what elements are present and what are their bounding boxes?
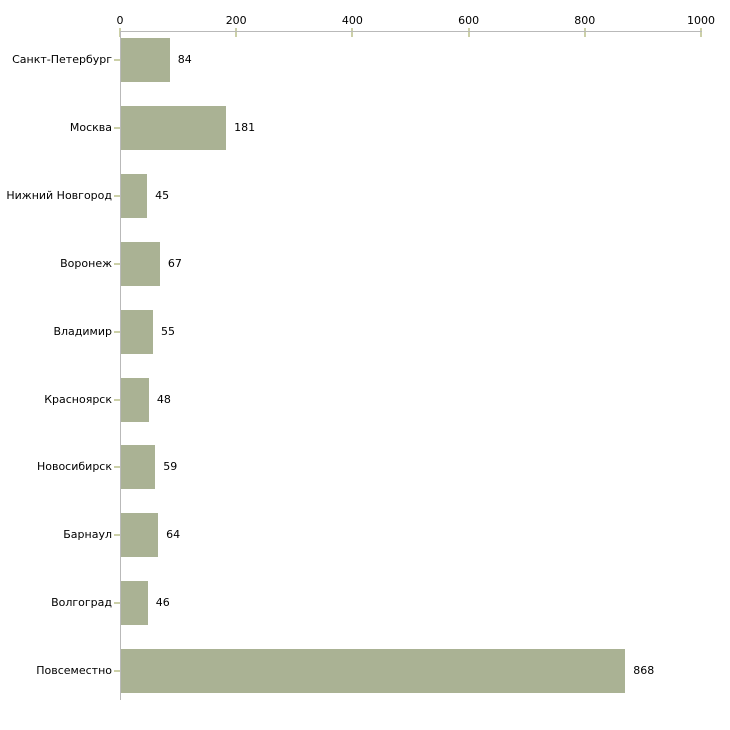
y-axis-tick-mark [114,262,120,265]
x-axis-tick-mark [700,28,702,37]
y-axis-tick-mark [114,602,120,605]
x-axis-tick-label: 200 [225,14,247,27]
bar-value-label: 64 [166,528,181,542]
x-axis-tick-label: 800 [574,14,596,27]
bar [121,38,170,82]
bar-value-label: 45 [155,188,170,202]
y-axis-tick-mark [114,534,120,537]
category-label: Барнаул [63,528,112,542]
x-axis-line [120,31,702,32]
bar [121,377,149,422]
y-axis-tick-mark [114,126,120,129]
x-axis-tick-label: 400 [341,14,363,27]
category-label: Москва [69,120,112,134]
category-label: Воронеж [60,256,112,270]
bar-value-label: 55 [160,324,175,338]
y-axis-tick-mark [114,670,120,673]
category-label: Нижний Новгород [6,188,112,202]
y-axis-tick-mark [114,194,120,197]
bar [121,445,156,490]
bar [121,173,148,218]
bar-value-label: 67 [167,256,182,270]
bar-value-label: 59 [163,460,178,474]
bar [121,513,159,558]
x-axis-tick-mark [583,28,586,37]
bar-value-label: 48 [156,392,171,406]
x-axis-tick-mark [467,28,470,37]
y-axis-tick-mark [114,398,120,401]
x-axis-tick-label: 600 [458,14,480,27]
category-label: Волгоград [51,596,112,610]
y-axis-tick-mark [114,466,120,469]
y-axis-line [120,31,121,700]
category-label: Новосибирск [36,460,112,474]
x-axis-tick-mark [235,28,238,37]
category-label: Красноярск [44,392,112,406]
category-label: Санкт-Петербург [12,53,112,66]
bar [121,581,148,626]
x-axis-tick-mark [351,28,354,37]
bar-value-label: 868 [633,664,655,678]
bar [121,309,153,354]
bar [121,241,160,286]
category-label: Владимир [53,324,112,338]
x-axis-tick-label: 0 [116,14,124,27]
bar [121,649,626,694]
bar-value-label: 181 [234,120,256,134]
x-axis-tick-label: 1000 [687,14,715,27]
bar-value-label: 46 [155,596,170,610]
y-axis-tick-mark [114,330,120,333]
bar-value-label: 84 [177,53,192,66]
bar [121,105,227,150]
category-label: Повсеместно [36,664,112,678]
y-axis-tick-mark [114,59,120,61]
